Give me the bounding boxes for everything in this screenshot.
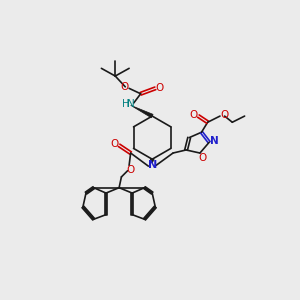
Text: H: H — [122, 99, 129, 109]
Text: O: O — [220, 110, 229, 120]
Text: O: O — [198, 153, 206, 163]
Text: N: N — [127, 99, 134, 109]
Text: O: O — [156, 83, 164, 93]
Text: N: N — [210, 136, 219, 146]
Text: O: O — [110, 139, 118, 149]
Text: O: O — [190, 110, 198, 120]
Text: O: O — [120, 82, 129, 92]
Text: N: N — [148, 160, 157, 170]
Text: O: O — [127, 165, 135, 175]
Polygon shape — [150, 159, 154, 163]
Polygon shape — [131, 105, 153, 118]
